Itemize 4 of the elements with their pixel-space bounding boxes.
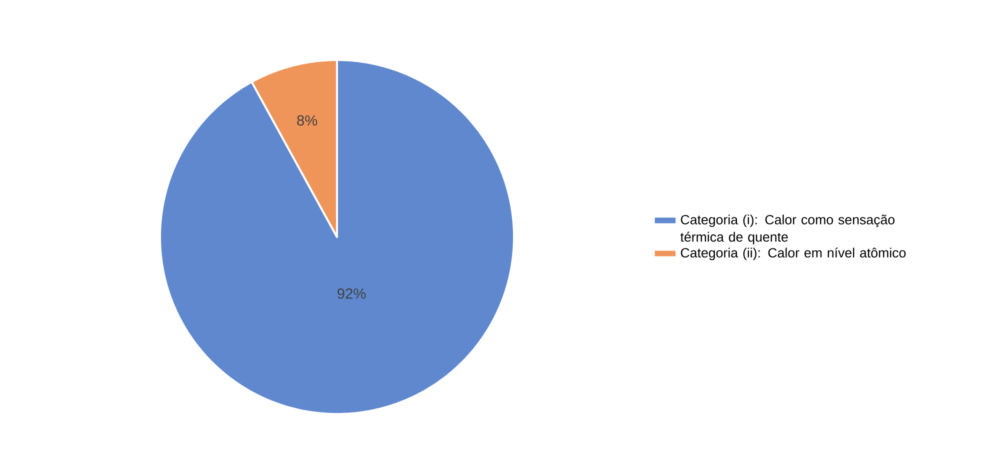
data-label: 8% — [297, 115, 318, 126]
data-label: 92% — [338, 288, 366, 299]
legend-label: Categoria (i): Calor como sensação térmica de quente — [680, 214, 895, 244]
legend-label: Categoria (ii): Calor em nível atômico — [680, 248, 906, 260]
